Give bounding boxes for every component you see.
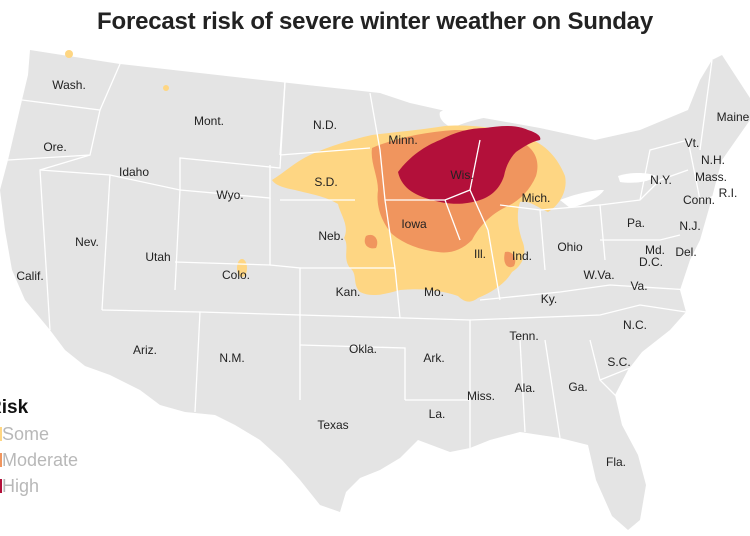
label-colo: Colo. bbox=[222, 268, 250, 282]
label-tenn: Tenn. bbox=[509, 329, 538, 343]
legend-swatch-high bbox=[0, 479, 2, 493]
lake-superior bbox=[439, 102, 516, 128]
risk-area-high bbox=[398, 126, 541, 204]
label-vt: Vt. bbox=[685, 136, 700, 150]
risk-area-some-mont bbox=[163, 85, 169, 91]
label-ala: Ala. bbox=[515, 381, 536, 395]
label-idaho: Idaho bbox=[119, 165, 149, 179]
label-utah: Utah bbox=[145, 250, 170, 264]
label-md: Md. bbox=[645, 243, 665, 257]
legend-swatch-some bbox=[0, 427, 2, 441]
label-iowa: Iowa bbox=[401, 217, 427, 231]
label-nh: N.H. bbox=[701, 153, 725, 167]
label-sd: S.D. bbox=[314, 175, 337, 189]
label-ariz: Ariz. bbox=[133, 343, 157, 357]
state-borders bbox=[7, 59, 741, 448]
label-minn: Minn. bbox=[388, 133, 417, 147]
label-nev: Nev. bbox=[75, 235, 99, 249]
label-pa: Pa. bbox=[627, 216, 645, 230]
legend-title: Risk bbox=[0, 397, 29, 418]
label-la: La. bbox=[429, 407, 446, 421]
label-nj: N.J. bbox=[679, 219, 700, 233]
legend-item-high: High bbox=[0, 473, 78, 499]
label-miss: Miss. bbox=[467, 389, 495, 403]
legend-label-moderate: Moderate bbox=[2, 450, 79, 470]
risk-area-moderate-kansas bbox=[364, 234, 378, 249]
label-wash: Wash. bbox=[52, 78, 86, 92]
label-mass: Mass. bbox=[695, 170, 727, 184]
map-title: Forecast risk of severe winter weather o… bbox=[97, 8, 653, 35]
legend-label-some: Some bbox=[2, 424, 50, 444]
label-ohio: Ohio bbox=[557, 240, 583, 254]
label-ore: Ore. bbox=[43, 140, 66, 154]
label-ga: Ga. bbox=[568, 380, 587, 394]
label-nd: N.D. bbox=[313, 118, 337, 132]
label-neb: Neb. bbox=[318, 229, 343, 243]
label-nc: N.C. bbox=[623, 318, 647, 332]
label-va: Va. bbox=[630, 279, 647, 293]
label-calif: Calif. bbox=[16, 269, 43, 283]
label-mich: Mich. bbox=[522, 191, 551, 205]
risk-area-moderate-indiana bbox=[504, 251, 516, 268]
legend-item-some: Some bbox=[0, 421, 78, 447]
label-sc: S.C. bbox=[607, 355, 630, 369]
lake-ontario bbox=[618, 173, 656, 183]
risk-area-some-washington bbox=[65, 50, 73, 58]
label-ark: Ark. bbox=[423, 351, 444, 365]
label-kan: Kan. bbox=[336, 285, 361, 299]
legend-item-moderate: Moderate bbox=[0, 447, 78, 473]
label-okla: Okla. bbox=[349, 342, 377, 356]
label-mo: Mo. bbox=[424, 285, 444, 299]
label-texas: Texas bbox=[317, 418, 348, 432]
legend-swatch-moderate bbox=[0, 453, 2, 467]
label-mont: Mont. bbox=[194, 114, 224, 128]
label-fla: Fla. bbox=[606, 455, 626, 469]
label-dc: D.C. bbox=[639, 255, 663, 269]
label-maine: Maine bbox=[717, 110, 750, 124]
label-wis: Wis. bbox=[450, 168, 473, 182]
label-del: Del. bbox=[675, 245, 696, 259]
legend-label-high: High bbox=[2, 476, 40, 496]
legend: Risk Some Moderate High bbox=[0, 395, 78, 499]
label-wyo: Wyo. bbox=[216, 188, 243, 202]
label-wva: W.Va. bbox=[583, 268, 614, 282]
state-labels: Wash. Ore. Calif. Idaho Nev. Mont. Wyo. … bbox=[16, 78, 749, 469]
label-ky: Ky. bbox=[541, 292, 557, 306]
label-ind: Ind. bbox=[512, 249, 532, 263]
label-conn: Conn. bbox=[683, 193, 715, 207]
label-ill: Ill. bbox=[474, 247, 486, 261]
label-nm: N.M. bbox=[219, 351, 244, 365]
label-ri: R.I. bbox=[719, 186, 738, 200]
lake-erie bbox=[560, 190, 604, 208]
label-ny: N.Y. bbox=[650, 173, 672, 187]
